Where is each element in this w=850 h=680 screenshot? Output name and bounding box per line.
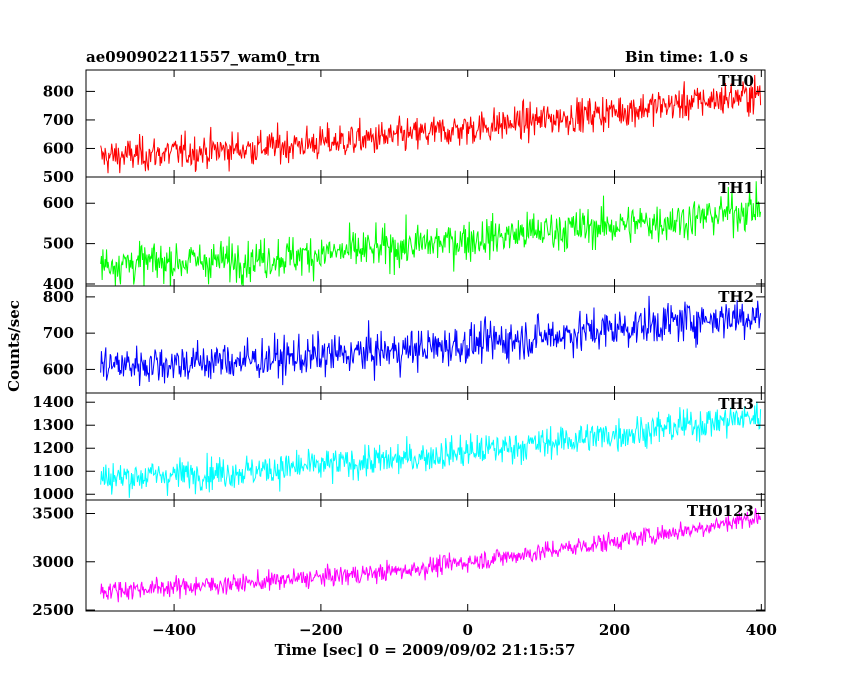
y-tick-label: 600 <box>43 194 74 212</box>
panel-label-th1: TH1 <box>718 179 754 197</box>
series-line-th3 <box>100 401 762 498</box>
y-tick-label: 700 <box>43 111 74 129</box>
x-axis-label: Time [sec] 0 = 2009/09/02 21:15:57 <box>275 641 576 659</box>
bin-time-label: Bin time: 1.0 s <box>625 48 748 66</box>
panel-th0123: 2500 3000 3500 TH0123 <box>32 499 766 619</box>
panel-th0: 500 600 700 800 TH0 <box>43 69 766 186</box>
panel-frame <box>85 499 766 612</box>
y-tick-label: 3500 <box>32 505 74 523</box>
y-tick-label: 3000 <box>32 553 74 571</box>
panel-th2: 600 700 800 TH2 <box>43 285 766 394</box>
series-line-th0123 <box>100 508 762 603</box>
y-tick-label: 1100 <box>32 462 74 480</box>
panel-label-th0: TH0 <box>718 72 754 90</box>
series-line-th0 <box>100 75 762 174</box>
y-tick-label: 1400 <box>32 393 74 411</box>
panel-th1: 400 500 600 TH1 <box>43 176 766 293</box>
y-tick-label: 2500 <box>32 601 74 619</box>
y-tick-label: 1200 <box>32 439 74 457</box>
y-tick-label: 600 <box>43 139 74 157</box>
y-tick-label: 500 <box>43 168 74 186</box>
y-axis-label: Counts/sec <box>5 300 23 392</box>
chart-title: ae090902211557_wam0_trn <box>86 48 320 66</box>
x-tick-label: −400 <box>152 621 196 639</box>
y-tick-label: 800 <box>43 82 74 100</box>
panels-group: 500 600 700 800 TH0 400 500 600 TH1 600 700 800 TH2 1… <box>32 69 777 639</box>
y-tick-label: 800 <box>43 288 74 306</box>
panel-label-th3: TH3 <box>718 395 754 413</box>
x-tick-label: −200 <box>299 621 343 639</box>
y-tick-label: 1000 <box>32 485 74 503</box>
x-tick-label: 400 <box>746 621 777 639</box>
panel-frame <box>85 392 766 501</box>
panel-th3: 1000 1100 1200 1300 1400 TH3 <box>32 392 766 503</box>
y-tick-label: 500 <box>43 235 74 253</box>
series-line-th1 <box>100 181 762 286</box>
panel-label-th0123: TH0123 <box>687 502 754 520</box>
series-line-th2 <box>100 295 762 387</box>
y-tick-label: 600 <box>43 360 74 378</box>
panel-label-th2: TH2 <box>718 288 754 306</box>
y-tick-label: 700 <box>43 324 74 342</box>
x-tick-label: 200 <box>599 621 630 639</box>
y-tick-label: 400 <box>43 275 74 293</box>
y-tick-label: 1300 <box>32 416 74 434</box>
x-tick-label: 0 <box>462 621 472 639</box>
